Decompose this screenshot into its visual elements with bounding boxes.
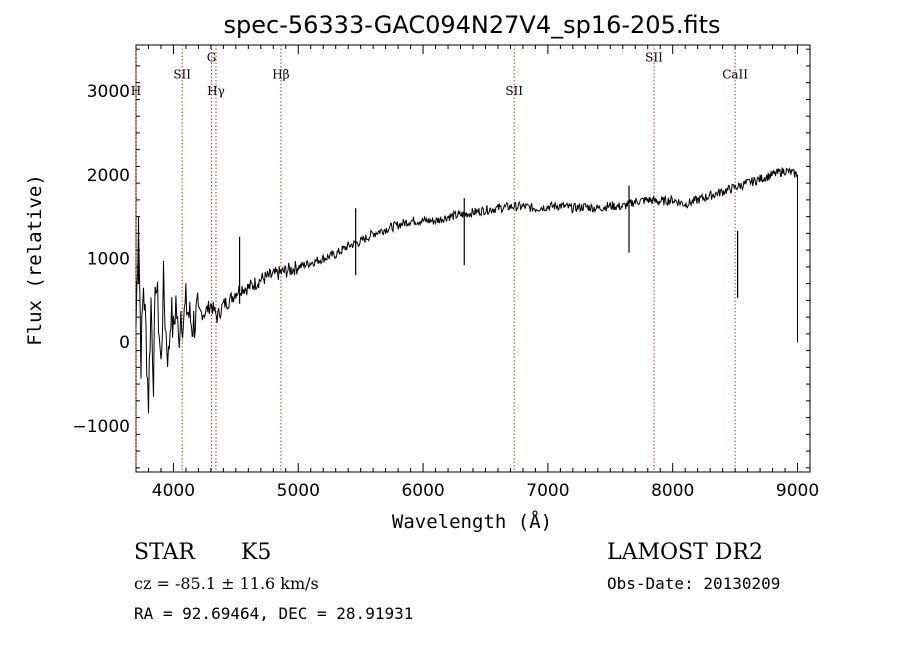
spectrum-line — [135, 167, 798, 414]
x-tick-label: 7000 — [526, 481, 569, 501]
object-subclass: K5 — [241, 540, 271, 565]
y-tick-label: 2000 — [87, 166, 130, 186]
y-tick-label: 1000 — [87, 250, 130, 270]
plot-area: H SII G Hγ Hβ SII SII CaII 4000 5000 6000 7000 8000 9… — [72, 44, 819, 501]
chart-title: spec-56333-GAC094N27V4_sp16-205.fits — [224, 11, 721, 39]
x-axis-label: Wavelength (Å) — [392, 510, 552, 533]
obs-date: Obs-Date: 20130209 — [607, 574, 780, 593]
x-tick-label: 8000 — [651, 481, 694, 501]
redshift-readout: cz = -85.1 ± 11.6 km/s — [134, 574, 319, 593]
y-tick-label: −1000 — [72, 417, 130, 437]
plot-frame — [135, 44, 811, 473]
coordinates: RA = 92.69464, DEC = 28.91931 — [134, 604, 413, 623]
reference-line-label: SII — [645, 51, 663, 65]
x-tick-label: 4000 — [152, 481, 195, 501]
reference-line-label: Hγ — [207, 84, 225, 98]
reference-line-label: SII — [173, 67, 191, 81]
survey-name: LAMOST DR2 — [607, 540, 763, 565]
y-axis-label: Flux (relative) — [24, 174, 46, 346]
y-tick-label: 0 — [119, 333, 130, 353]
x-tick-label: 6000 — [401, 481, 444, 501]
reference-line-label: CaII — [722, 67, 748, 81]
x-tick-label: 5000 — [277, 481, 320, 501]
reference-line-label: SII — [505, 84, 523, 98]
x-tick-label: 9000 — [776, 481, 819, 501]
reference-line-label: H — [131, 84, 141, 98]
object-type: STAR — [134, 540, 196, 565]
reference-line-label: Hβ — [272, 67, 289, 81]
y-tick-label: 3000 — [87, 82, 130, 102]
reference-line-label: G — [207, 51, 217, 65]
